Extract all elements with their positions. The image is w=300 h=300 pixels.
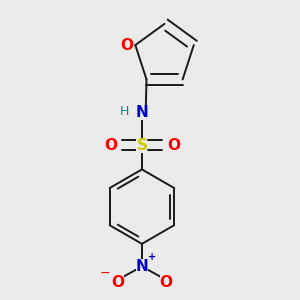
Text: S: S <box>136 138 147 153</box>
Text: +: + <box>148 252 156 262</box>
Text: O: O <box>111 274 124 290</box>
Text: H: H <box>119 105 129 118</box>
Text: O: O <box>167 138 180 153</box>
Text: O: O <box>121 38 134 52</box>
Text: O: O <box>104 138 117 153</box>
Text: N: N <box>136 259 148 274</box>
Text: −: − <box>100 266 111 280</box>
Text: O: O <box>160 274 173 290</box>
Text: N: N <box>136 105 148 120</box>
